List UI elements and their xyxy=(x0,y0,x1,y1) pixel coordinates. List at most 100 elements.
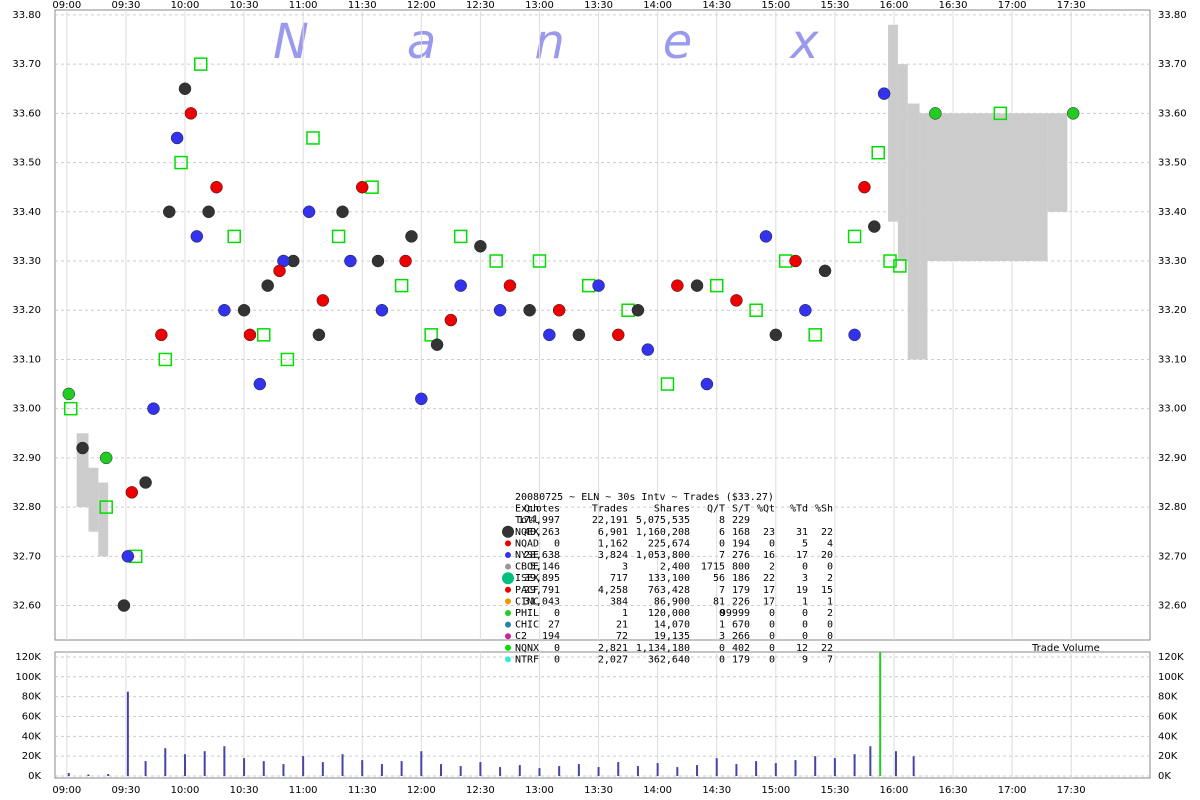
table-cell: 800 xyxy=(732,562,750,573)
trade-marker xyxy=(312,328,326,342)
table-cell: 226 xyxy=(732,596,750,607)
table-cell: 0 xyxy=(802,562,808,573)
y-tick-label: 32.80 xyxy=(1158,502,1187,513)
y-tick-label: 33.50 xyxy=(1158,158,1187,169)
y-tick-label: 100K xyxy=(15,672,41,683)
y-tick-label: 33.70 xyxy=(1158,59,1187,70)
table-cell: 99999 xyxy=(720,608,750,619)
x-tick-label: 16:00 xyxy=(880,785,909,796)
table-cell: 266 xyxy=(732,631,750,642)
volume-bar xyxy=(577,764,580,776)
volume-bar xyxy=(735,764,738,776)
volume-bar xyxy=(440,764,443,776)
table-cell: NYSE xyxy=(515,550,539,561)
table-cell: 81 xyxy=(713,596,725,607)
y-tick-label: 33.20 xyxy=(12,305,41,316)
table-cell: PACF xyxy=(515,585,539,596)
table-cell: 16 xyxy=(763,550,775,561)
volume-bar xyxy=(833,758,836,776)
table-cell: CBOE xyxy=(515,562,539,573)
table-cell: 174,997 xyxy=(518,515,560,526)
volume-bar xyxy=(656,763,659,776)
y-tick-label: 40K xyxy=(1158,731,1178,742)
volume-bar xyxy=(302,756,305,776)
table-header: Q/T xyxy=(707,504,725,515)
volume-bar xyxy=(107,774,110,776)
trade-marker xyxy=(430,338,444,351)
table-cell: 229 xyxy=(732,515,750,526)
x-tick-label: 09:30 xyxy=(111,785,140,796)
legend-marker xyxy=(505,563,511,570)
table-cell: CHIC xyxy=(515,620,539,631)
table-cell: 7 xyxy=(827,654,833,665)
y-tick-label: 33.40 xyxy=(1158,207,1187,218)
trade-marker xyxy=(877,87,891,100)
table-cell: 0 xyxy=(769,538,775,549)
trade-marker xyxy=(273,264,286,278)
table-cell: 19 xyxy=(796,585,808,596)
table-cell: 21 xyxy=(616,620,628,631)
trade-marker xyxy=(64,401,78,416)
table-cell: 1,053,800 xyxy=(636,550,690,561)
x-tick-label: 14:30 xyxy=(702,0,731,11)
y-tick-label: 33.70 xyxy=(12,59,41,70)
table-cell: 1,134,180 xyxy=(636,643,690,654)
trade-marker xyxy=(799,303,812,317)
volume-bar xyxy=(282,764,285,776)
trade-marker xyxy=(690,279,704,292)
x-tick-label: 10:00 xyxy=(171,0,200,11)
x-tick-label: 09:30 xyxy=(111,0,140,11)
y-tick-label: 32.70 xyxy=(12,551,41,562)
volume-bar xyxy=(321,762,324,776)
trade-marker xyxy=(592,279,605,292)
volume-bar xyxy=(912,756,915,776)
x-tick-label: 13:30 xyxy=(584,785,613,796)
legend-marker xyxy=(505,552,511,558)
trade-marker xyxy=(190,230,204,243)
trade-marker xyxy=(543,328,556,342)
table-header: Exch xyxy=(515,504,539,515)
trade-marker xyxy=(344,254,357,268)
table-cell: 0 xyxy=(719,608,725,619)
table-cell: 9 xyxy=(802,654,808,665)
trade-marker xyxy=(243,328,257,342)
table-cell: 194 xyxy=(732,538,750,549)
trade-marker xyxy=(162,205,176,219)
table-cell: 0 xyxy=(827,631,833,642)
table-cell: 0 xyxy=(719,643,725,654)
table-cell: 22 xyxy=(821,643,833,654)
volume-bar xyxy=(87,774,90,776)
volume-bar xyxy=(715,758,718,776)
trade-marker xyxy=(489,254,503,268)
table-header: %Td xyxy=(790,504,808,515)
x-tick-label: 10:00 xyxy=(171,785,200,796)
table-cell: 120,000 xyxy=(648,608,690,619)
y-tick-label: 120K xyxy=(1158,652,1184,663)
volume-bar xyxy=(164,748,167,776)
volume-bar xyxy=(558,766,561,776)
trade-marker xyxy=(883,254,897,268)
volume-bar xyxy=(262,761,265,776)
x-tick-label: 11:30 xyxy=(348,785,377,796)
y-tick-label: 20K xyxy=(22,751,42,762)
table-cell: 56 xyxy=(713,573,725,584)
table-cell: 4,258 xyxy=(598,585,628,596)
y-tick-label: 0K xyxy=(1158,771,1171,782)
trade-marker xyxy=(493,303,507,317)
table-cell: 362,640 xyxy=(648,654,690,665)
quote-range xyxy=(98,482,109,557)
trade-marker xyxy=(76,441,89,455)
legend-marker xyxy=(505,633,511,640)
trade-marker xyxy=(671,279,684,292)
table-cell: 186 xyxy=(732,573,750,584)
table-cell: 0 xyxy=(802,620,808,631)
x-tick-label: 12:30 xyxy=(466,785,495,796)
table-cell: 0 xyxy=(769,654,775,665)
volume-bar xyxy=(499,767,502,776)
table-cell: 402 xyxy=(732,643,750,654)
table-cell: 168 xyxy=(732,527,750,538)
trade-marker xyxy=(316,294,330,307)
trade-marker xyxy=(868,220,881,233)
trade-marker xyxy=(415,392,428,406)
legend-marker xyxy=(505,540,511,547)
